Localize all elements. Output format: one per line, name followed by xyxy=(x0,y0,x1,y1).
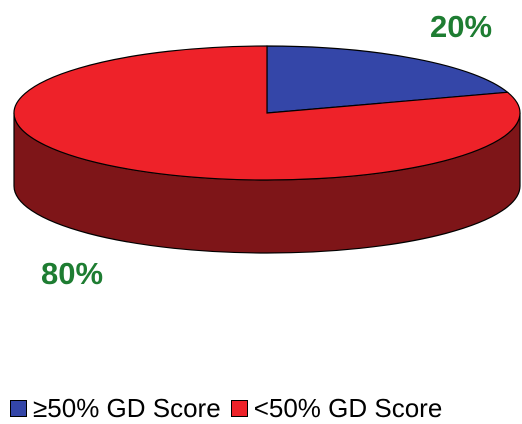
legend: ≥50% GD Score <50% GD Score xyxy=(10,393,522,424)
pie-slice-high xyxy=(266,45,510,114)
legend-swatch-low xyxy=(230,400,248,417)
legend-item-low: <50% GD Score xyxy=(230,393,443,424)
pie-slice-low xyxy=(13,45,521,181)
data-label-high: 20% xyxy=(430,9,492,44)
legend-label-low: <50% GD Score xyxy=(253,393,443,423)
data-label-low: 80% xyxy=(41,256,103,291)
legend-label-high: ≥50% GD Score xyxy=(33,393,221,423)
legend-item-high: ≥50% GD Score xyxy=(10,393,221,424)
pie-top xyxy=(13,45,521,181)
legend-swatch-high xyxy=(10,400,27,417)
